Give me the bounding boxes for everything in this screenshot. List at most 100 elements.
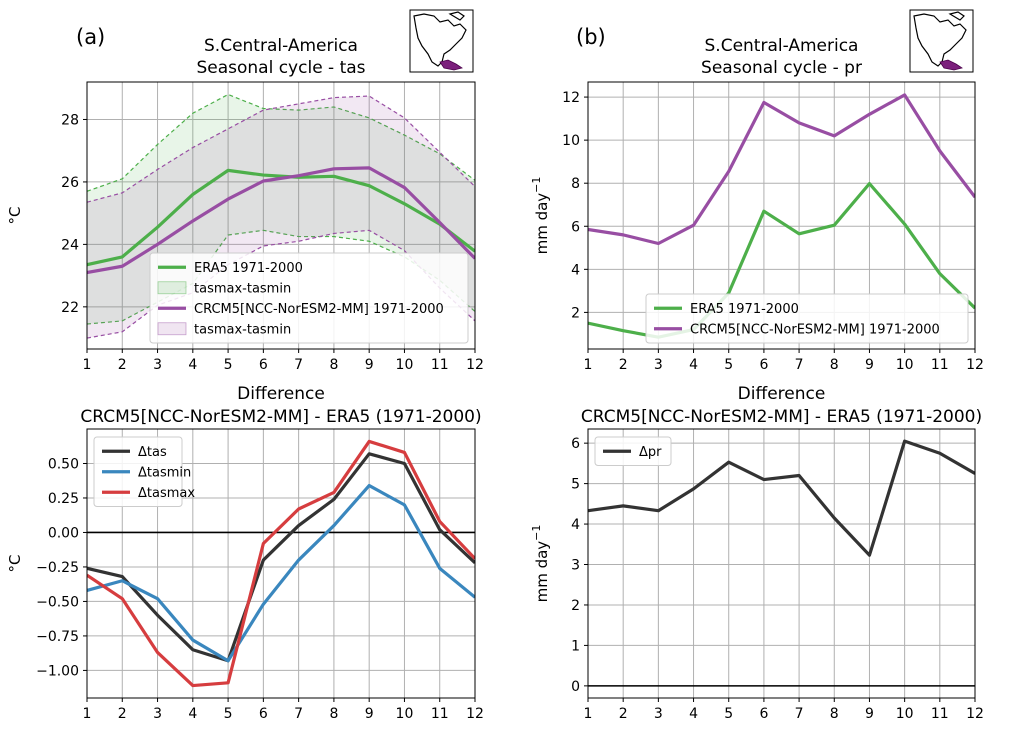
series-line-1 [588, 93, 975, 246]
plot-frame [587, 428, 976, 699]
x-tick-label: 5 [224, 706, 233, 722]
series-line-1 [87, 166, 475, 275]
y-tick-label: 6 [571, 219, 580, 235]
legend-label: tasmax-tasmin [194, 281, 291, 296]
legend-label: Δpr [639, 445, 662, 460]
x-tick-label: 1 [83, 357, 92, 373]
x-tick-label: 4 [689, 706, 698, 722]
legend-swatch-patch [157, 281, 187, 295]
x-tick-label: 6 [259, 706, 268, 722]
legend-label: Δtasmax [138, 486, 195, 501]
panel-pr-difference: 1 2 3 4 5 6 7 8 9 10 11 120123456DifferenceCRCM5[NC… [530, 384, 984, 722]
x-tick-label: 9 [365, 357, 374, 373]
y-tick-label: 12 [562, 90, 580, 106]
legend-label: ERA5 1971-2000 [194, 261, 303, 276]
x-tick-label: 10 [896, 357, 914, 373]
series-line-0 [87, 168, 475, 267]
x-tick-label: 1 [584, 706, 593, 722]
y-tick-label: 2 [571, 598, 580, 614]
x-tick-label: 5 [224, 357, 233, 373]
y-tick-label: 22 [61, 300, 79, 316]
chart-title-line: Seasonal cycle - pr [701, 58, 862, 78]
x-tick-label: 1 [83, 706, 92, 722]
x-tick-label: 6 [759, 706, 768, 722]
x-tick-label: 11 [931, 706, 949, 722]
x-tick-label: 11 [431, 357, 449, 373]
x-tick-label: 8 [329, 357, 338, 373]
y-tick-label: 4 [571, 517, 580, 533]
legend: ERA5 1971-2000 tasmax-tasmin CRCM5[NCC-Nor… [149, 252, 469, 344]
north-america-outline [913, 11, 967, 67]
x-tick-label: 11 [931, 357, 949, 373]
plot-frame [587, 81, 976, 350]
x-tick-label: 5 [724, 706, 733, 722]
chart-title-line: S.Central-America [705, 36, 859, 56]
legend-label: ERA5 1971-2000 [690, 302, 799, 317]
y-tick-label: 24 [61, 237, 79, 253]
chart-title-line: Difference [738, 384, 826, 404]
y-axis-label-exponent: −1 [530, 525, 543, 541]
x-tick-label: 7 [294, 706, 303, 722]
x-tick-label: 12 [966, 357, 984, 373]
grid [587, 429, 976, 698]
y-tick-label: −0.25 [36, 560, 79, 576]
y-tick-label: 0 [571, 679, 580, 695]
plot-frame [86, 428, 476, 699]
x-tick-label: 7 [795, 357, 804, 373]
chart-title-line: Difference [237, 384, 325, 404]
legend-box [149, 252, 469, 344]
x-tick-label: 3 [153, 706, 162, 722]
x-tick-label: 12 [466, 706, 484, 722]
x-tick-label: 2 [619, 706, 628, 722]
y-tick-label: 10 [562, 133, 580, 149]
y-axis-label: mm day−1 [530, 177, 551, 255]
legend-box [594, 436, 672, 466]
x-tick-label: 9 [865, 706, 874, 722]
x-tick-label: 3 [153, 357, 162, 373]
y-tick-label: 3 [571, 558, 580, 574]
plot-frame [86, 81, 476, 350]
y-tick-label: 6 [571, 436, 580, 452]
y-tick-label: −1.00 [36, 663, 79, 679]
x-tick-label: 12 [466, 357, 484, 373]
panel-letter-b: (b) [576, 25, 606, 49]
y-axis-label: mm day−1 [530, 525, 551, 603]
legend: Δpr [594, 436, 672, 466]
x-tick-label: 4 [689, 357, 698, 373]
x-tick-label: 11 [431, 706, 449, 722]
legend-label: Δtas [138, 445, 167, 460]
legend-label: CRCM5[NCC-NorESM2-MM] 1971-2000 [690, 322, 940, 337]
x-tick-label: 1 [584, 357, 593, 373]
series-line-2 [87, 439, 475, 688]
y-tick-label: −0.50 [36, 594, 79, 610]
y-axis-label-exponent: −1 [530, 177, 543, 193]
x-tick-label: 7 [795, 706, 804, 722]
y-tick-label: 8 [571, 176, 580, 192]
x-tick-label: 3 [654, 357, 663, 373]
north-america-outline [413, 11, 467, 67]
x-tick-label: 2 [118, 357, 127, 373]
x-tick-label: 2 [619, 357, 628, 373]
x-tick-label: 8 [830, 706, 839, 722]
x-tick-label: 7 [294, 357, 303, 373]
series-line-0 [87, 452, 475, 663]
x-tick-label: 10 [396, 357, 414, 373]
region-map-inset-b [909, 9, 974, 73]
x-tick-label: 3 [654, 706, 663, 722]
y-axis-label: °C [6, 207, 24, 225]
legend-swatch-patch [157, 322, 187, 336]
panel-tas-difference: 1 2 3 4 5 6 7 8 9 10 11 12−1.00−0.75−0.50−0.250.000… [6, 384, 484, 722]
x-tick-label: 12 [966, 706, 984, 722]
chart-title-line: Seasonal cycle - tas [196, 58, 365, 78]
y-tick-label: 0.25 [48, 491, 79, 507]
x-tick-label: 6 [259, 357, 268, 373]
y-tick-label: 4 [571, 262, 580, 278]
region-map-inset-a [409, 9, 474, 73]
series-line-1 [87, 483, 475, 663]
y-tick-label: 28 [61, 112, 79, 128]
series-line-0 [588, 439, 975, 557]
y-tick-label: 2 [571, 305, 580, 321]
x-tick-label: 8 [329, 706, 338, 722]
legend-label: CRCM5[NCC-NorESM2-MM] 1971-2000 [194, 302, 444, 317]
